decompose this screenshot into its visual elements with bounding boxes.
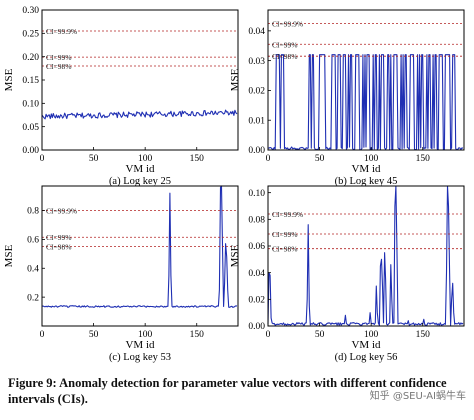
x-tick-label: 150 xyxy=(416,330,431,340)
x-tick-label: 0 xyxy=(40,330,45,340)
x-axis-label: VM id xyxy=(351,163,381,175)
subfigure-caption: (d) Log key 56 xyxy=(335,352,398,363)
x-axis-label: VM id xyxy=(125,339,155,351)
x-tick-label: 100 xyxy=(138,154,153,164)
ci-label: CI=98% xyxy=(46,243,71,252)
y-tick-label: 0.15 xyxy=(22,76,39,86)
chart-panel-4: CI=99.9% CI=99% CI=98% 0.00 0.02 0.04 0.06 0.08… xyxy=(229,185,465,363)
ci-label: CI=98% xyxy=(272,245,297,254)
y-tick-label: 0.8 xyxy=(27,207,39,217)
x-tick-label: 0 xyxy=(40,154,45,164)
figure-caption: Figure 9: Anomaly detection for paramete… xyxy=(8,376,447,406)
y-tick-label: 0.08 xyxy=(248,216,265,226)
ci-label: CI=99% xyxy=(46,233,71,242)
y-tick-label: 0.02 xyxy=(248,87,265,97)
series-line-mse xyxy=(267,185,464,326)
x-tick-label: 100 xyxy=(364,154,379,164)
ci-label: CI=99.9% xyxy=(272,210,303,219)
y-tick-label: 0.04 xyxy=(248,269,265,279)
plot-frame xyxy=(41,185,239,327)
y-tick-label: 0.10 xyxy=(248,189,265,199)
x-axis-label: VM id xyxy=(125,163,155,175)
x-tick-label: 100 xyxy=(364,330,379,340)
y-tick-label: 0.01 xyxy=(248,116,265,126)
ci-label: CI=99% xyxy=(272,230,297,239)
ci-label: CI=99% xyxy=(272,40,297,49)
y-tick-label: 0.20 xyxy=(22,53,39,63)
y-tick-label: 0.04 xyxy=(248,27,265,37)
y-axis-label: MSE xyxy=(3,244,15,267)
y-tick-label: 0.10 xyxy=(22,100,39,110)
y-tick-label: 0.03 xyxy=(248,57,265,67)
y-tick-label: 0.00 xyxy=(22,146,39,156)
x-tick-label: 50 xyxy=(315,330,325,340)
chart-panel-1: CI=99.9% CI=99%CI=98% 0.00 0.05 0.10 0.15 0.20… xyxy=(3,6,239,187)
ci-label: CI=99.9% xyxy=(272,19,303,28)
ci-label: CI=99.9% xyxy=(46,207,77,216)
x-tick-label: 50 xyxy=(89,154,99,164)
chart-panel-3: CI=99.9% CI=99%CI=98% 0.2 0.4 0.6 0.8 0 50 100 15… xyxy=(3,185,239,363)
y-tick-label: 0.00 xyxy=(248,322,265,332)
x-tick-label: 50 xyxy=(89,330,99,340)
y-axis-label: MSE xyxy=(3,68,15,91)
x-tick-label: 100 xyxy=(138,330,153,340)
x-tick-label: 0 xyxy=(266,330,271,340)
y-tick-label: 0.00 xyxy=(248,146,265,156)
x-tick-label: 50 xyxy=(315,154,325,164)
y-tick-label: 0.05 xyxy=(22,123,39,133)
plot-frame xyxy=(267,185,465,327)
y-tick-label: 0.06 xyxy=(248,242,265,252)
series-line-mse xyxy=(41,109,238,120)
ci-label: CI=98% xyxy=(46,62,71,71)
y-axis-label: MSE xyxy=(229,244,241,267)
y-tick-label: 0.2 xyxy=(27,293,39,303)
x-axis-label: VM id xyxy=(351,339,381,351)
y-tick-label: 0.4 xyxy=(27,264,39,274)
x-tick-label: 0 xyxy=(266,154,271,164)
x-tick-label: 150 xyxy=(190,154,205,164)
watermark: 知乎 @SEU-AI蜗牛车 xyxy=(369,391,466,402)
subfigure-caption: (c) Log key 53 xyxy=(109,352,171,363)
ci-label: CI=99.9% xyxy=(46,27,77,36)
ci-label: CI=99% xyxy=(46,53,71,62)
y-tick-label: 0.02 xyxy=(248,296,265,306)
y-axis-label: MSE xyxy=(229,68,241,91)
y-tick-label: 0.25 xyxy=(22,30,39,40)
subfigure-caption: (a) Log key 25 xyxy=(109,176,171,187)
subfigure-caption: (b) Log key 45 xyxy=(335,176,398,187)
series-line-mse xyxy=(267,54,464,151)
x-tick-label: 150 xyxy=(416,154,431,164)
x-tick-label: 150 xyxy=(190,330,205,340)
y-tick-label: 0.6 xyxy=(27,236,39,246)
series-line-mse xyxy=(41,185,238,308)
y-tick-label: 0.30 xyxy=(22,6,39,16)
figure-panels: CI=99.9%CI=99%CI=98%0.000.050.100.150.20… xyxy=(3,6,465,363)
ci-label: CI=98% xyxy=(272,52,297,61)
chart-panel-2: CI=99.9% CI=99% CI=98% 0.00 0.01 0.02 0.03 0.04… xyxy=(229,9,465,187)
plot-frame xyxy=(267,9,465,151)
